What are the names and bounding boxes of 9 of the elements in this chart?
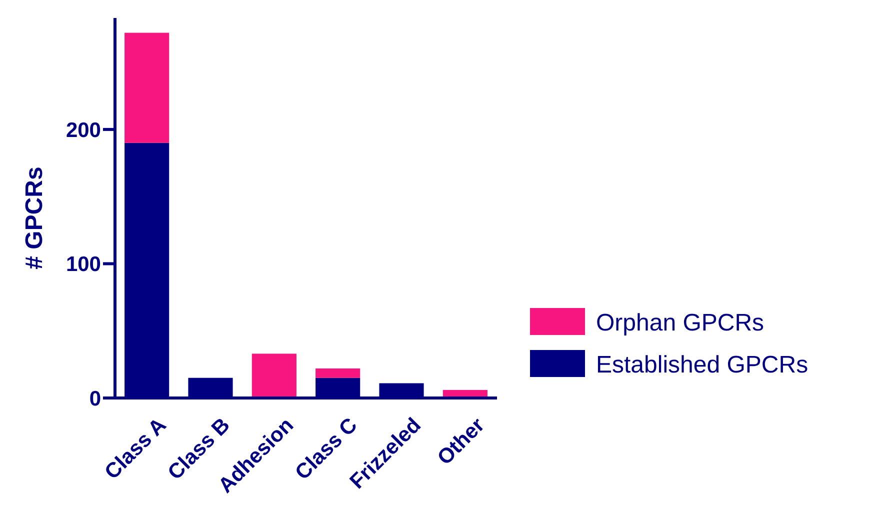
y-tick-label: 200: [66, 118, 101, 142]
bar: [316, 368, 360, 378]
y-axis-title: # GPCRs: [21, 166, 48, 270]
bar: [252, 354, 296, 398]
y-tick-label: 0: [89, 387, 101, 410]
legend-label: Orphan GPCRs: [596, 309, 764, 336]
legend-label: Established GPCRs: [596, 351, 808, 378]
y-tick-label: 100: [66, 253, 101, 276]
bar: [124, 32, 170, 143]
